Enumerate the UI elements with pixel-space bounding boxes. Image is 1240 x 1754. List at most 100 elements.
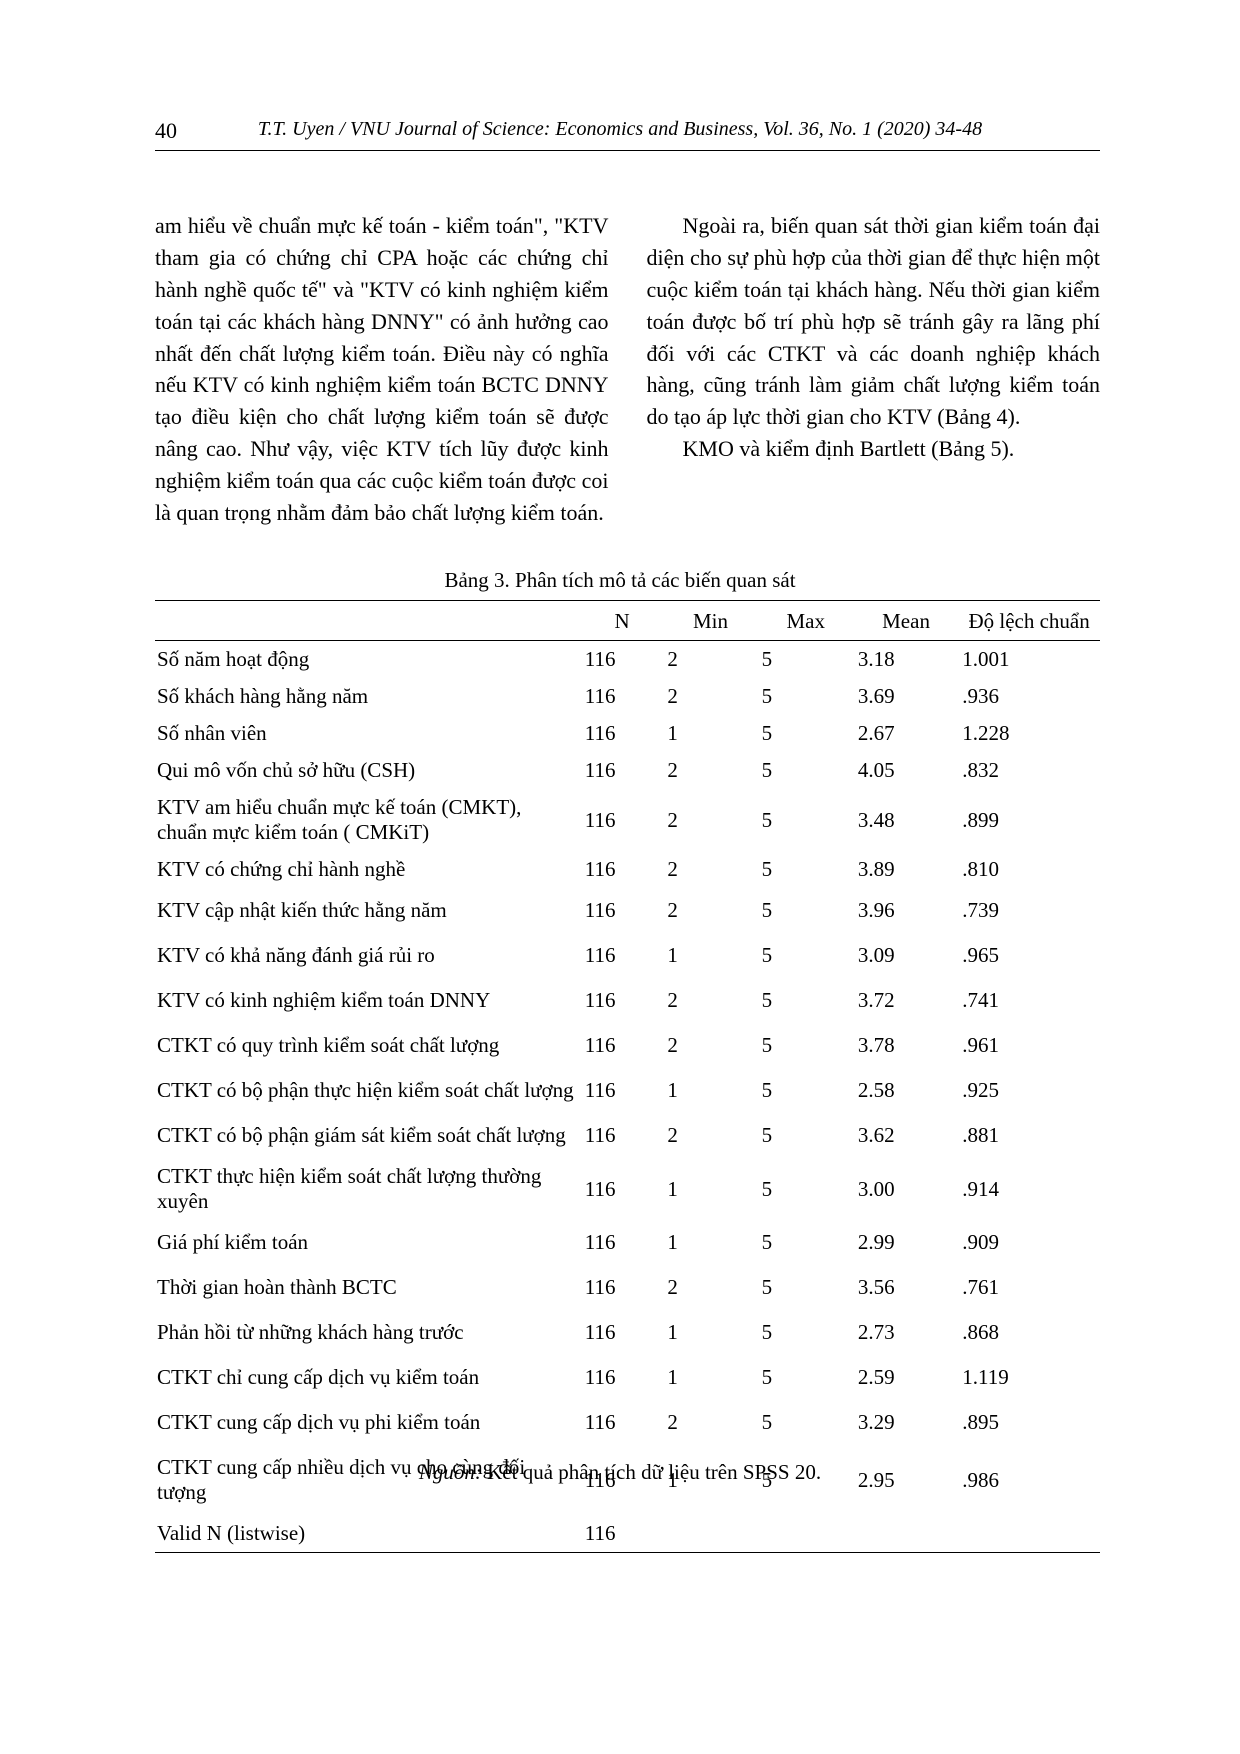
- cell-value: 5: [758, 678, 854, 715]
- cell-value: 1.228: [958, 715, 1100, 752]
- cell-value: 2: [663, 1113, 757, 1158]
- cell-value: 5: [758, 1023, 854, 1068]
- table-row: KTV có kinh nghiệm kiểm toán DNNY116253.…: [155, 978, 1100, 1023]
- cell-value: 2: [663, 678, 757, 715]
- table-caption: Bảng 3. Phân tích mô tả các biến quan sá…: [0, 568, 1240, 593]
- cell-value: 1: [663, 1355, 757, 1400]
- table-row: KTV có chứng chỉ hành nghề116253.89.810: [155, 851, 1100, 888]
- cell-value: 3.72: [854, 978, 958, 1023]
- table-row: KTV có khả năng đánh giá rủi ro116153.09…: [155, 933, 1100, 978]
- source-label: Nguồn:: [419, 1460, 482, 1484]
- cell-label: CTKT có bộ phận giám sát kiểm soát chất …: [155, 1113, 581, 1158]
- cell-label: KTV có kinh nghiệm kiểm toán DNNY: [155, 978, 581, 1023]
- table-row: Thời gian hoàn thành BCTC116253.56.761: [155, 1265, 1100, 1310]
- table-row: KTV am hiểu chuẩn mực kế toán (CMKT), ch…: [155, 789, 1100, 851]
- cell-value: 116: [581, 851, 664, 888]
- cell-value: .810: [958, 851, 1100, 888]
- cell-value: 1: [663, 1158, 757, 1220]
- cell-value: 5: [758, 888, 854, 933]
- cell-value: 5: [758, 1310, 854, 1355]
- table-source: Nguồn: Kết quả phân tích dữ liệu trên SP…: [0, 1460, 1240, 1485]
- table-row: CTKT có bộ phận giám sát kiểm soát chất …: [155, 1113, 1100, 1158]
- cell-value: 1: [663, 1068, 757, 1113]
- cell-value: 116: [581, 888, 664, 933]
- cell-label: CTKT có bộ phận thực hiện kiểm soát chất…: [155, 1068, 581, 1113]
- cell-value: 5: [758, 933, 854, 978]
- cell-value: 5: [758, 851, 854, 888]
- cell-value: 5: [758, 978, 854, 1023]
- cell-value: 2: [663, 978, 757, 1023]
- cell-value: 5: [758, 1400, 854, 1445]
- cell-value: 2: [663, 641, 757, 679]
- cell-value: 5: [758, 715, 854, 752]
- cell-value: 2: [663, 1265, 757, 1310]
- cell-value: 5: [758, 1355, 854, 1400]
- table-row: Qui mô vốn chủ sở hữu (CSH)116254.05.832: [155, 752, 1100, 789]
- cell-value: 2: [663, 1023, 757, 1068]
- table-row: Số nhân viên116152.671.228: [155, 715, 1100, 752]
- paragraph: Ngoài ra, biến quan sát thời gian kiểm t…: [647, 210, 1101, 433]
- left-column: am hiểu về chuẩn mực kế toán - kiểm toán…: [155, 210, 609, 529]
- cell-value: 2.73: [854, 1310, 958, 1355]
- table-row: Valid N (listwise)116: [155, 1515, 1100, 1553]
- cell-value: .832: [958, 752, 1100, 789]
- cell-value: 116: [581, 789, 664, 851]
- cell-label: Phản hồi từ những khách hàng trước: [155, 1310, 581, 1355]
- cell-value: 3.18: [854, 641, 958, 679]
- cell-value: 3.89: [854, 851, 958, 888]
- col-header-mean: Mean: [854, 601, 958, 641]
- cell-value: 116: [581, 1113, 664, 1158]
- table-row: CTKT chỉ cung cấp dịch vụ kiểm toán11615…: [155, 1355, 1100, 1400]
- cell-value: 2.67: [854, 715, 958, 752]
- cell-label: CTKT chỉ cung cấp dịch vụ kiểm toán: [155, 1355, 581, 1400]
- cell-value: [663, 1515, 757, 1553]
- cell-label: CTKT cung cấp dịch vụ phi kiểm toán: [155, 1400, 581, 1445]
- cell-value: 1: [663, 933, 757, 978]
- table-row: Giá phí kiểm toán116152.99.909: [155, 1220, 1100, 1265]
- cell-value: .965: [958, 933, 1100, 978]
- cell-label: Số nhân viên: [155, 715, 581, 752]
- cell-value: 4.05: [854, 752, 958, 789]
- col-header-min: Min: [663, 601, 757, 641]
- cell-value: .739: [958, 888, 1100, 933]
- cell-value: 1.001: [958, 641, 1100, 679]
- cell-value: 5: [758, 641, 854, 679]
- source-text: Kết quả phân tích dữ liệu trên SPSS 20.: [482, 1460, 821, 1484]
- descriptive-stats-table: N Min Max Mean Độ lệch chuẩn Số năm hoạt…: [155, 600, 1100, 1553]
- cell-value: 2: [663, 851, 757, 888]
- cell-label: Giá phí kiểm toán: [155, 1220, 581, 1265]
- cell-value: 5: [758, 1220, 854, 1265]
- cell-value: [854, 1515, 958, 1553]
- cell-value: 116: [581, 1515, 664, 1553]
- cell-value: 1: [663, 715, 757, 752]
- cell-value: 116: [581, 933, 664, 978]
- right-column: Ngoài ra, biến quan sát thời gian kiểm t…: [647, 210, 1101, 529]
- cell-value: 1.119: [958, 1355, 1100, 1400]
- cell-value: 116: [581, 715, 664, 752]
- cell-value: 2: [663, 888, 757, 933]
- cell-value: 1: [663, 1220, 757, 1265]
- cell-value: 3.62: [854, 1113, 958, 1158]
- cell-value: 116: [581, 678, 664, 715]
- cell-value: 2.58: [854, 1068, 958, 1113]
- table-row: Số khách hàng hằng năm116253.69.936: [155, 678, 1100, 715]
- cell-label: Số năm hoạt động: [155, 641, 581, 679]
- cell-value: .895: [958, 1400, 1100, 1445]
- cell-value: 5: [758, 1265, 854, 1310]
- table-row: Số năm hoạt động116253.181.001: [155, 641, 1100, 679]
- table-header-row: N Min Max Mean Độ lệch chuẩn: [155, 601, 1100, 641]
- cell-label: Qui mô vốn chủ sở hữu (CSH): [155, 752, 581, 789]
- paragraph: KMO và kiểm định Bartlett (Bảng 5).: [647, 433, 1101, 465]
- cell-value: 116: [581, 978, 664, 1023]
- cell-label: Số khách hàng hằng năm: [155, 678, 581, 715]
- cell-value: 116: [581, 1310, 664, 1355]
- cell-value: [758, 1515, 854, 1553]
- cell-label: KTV cập nhật kiến thức hằng năm: [155, 888, 581, 933]
- cell-value: .961: [958, 1023, 1100, 1068]
- table-row: Phản hồi từ những khách hàng trước116152…: [155, 1310, 1100, 1355]
- cell-value: 5: [758, 752, 854, 789]
- cell-value: .741: [958, 978, 1100, 1023]
- col-header-max: Max: [758, 601, 854, 641]
- page: 40 T.T. Uyen / VNU Journal of Science: E…: [0, 0, 1240, 1754]
- table-head: N Min Max Mean Độ lệch chuẩn: [155, 601, 1100, 641]
